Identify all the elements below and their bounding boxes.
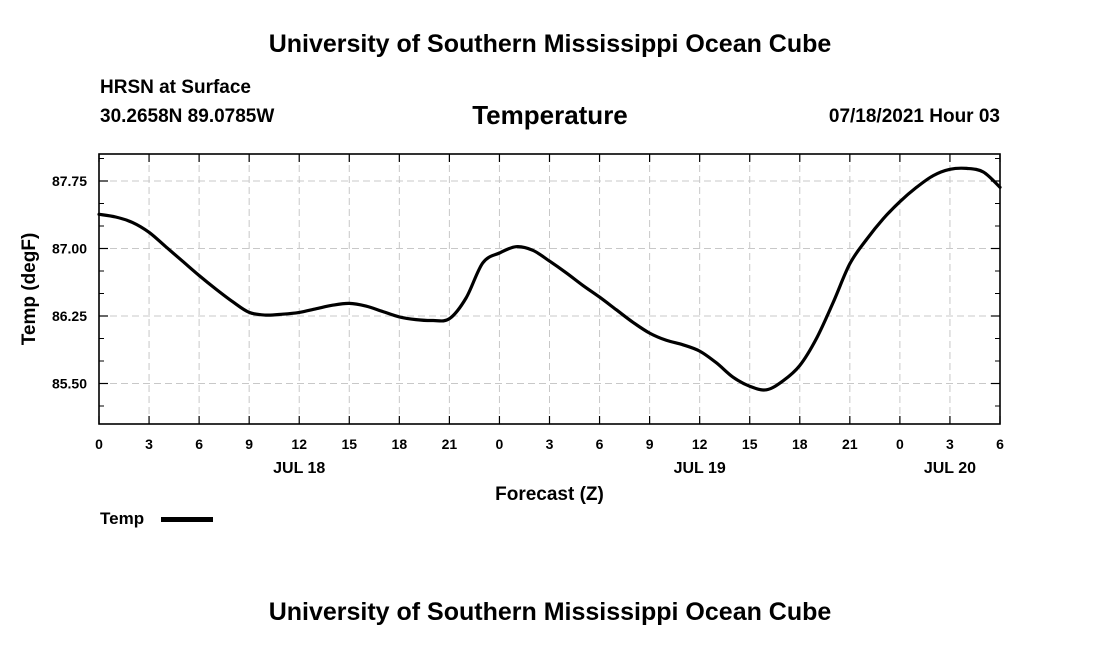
x-tick-label: 0 [95, 436, 103, 452]
y-tick-label: 86.25 [52, 308, 87, 324]
x-tick-label: 21 [842, 436, 858, 452]
x-tick-label: 0 [496, 436, 504, 452]
x-tick-label: 3 [546, 436, 554, 452]
x-axis-title: Forecast (Z) [495, 484, 604, 505]
variable-title: Temperature [472, 100, 628, 130]
x-tick-label: 18 [392, 436, 408, 452]
y-tick-label: 85.50 [52, 376, 87, 392]
station-label: HRSN at Surface [100, 77, 251, 98]
x-day-label: JUL 18 [273, 460, 325, 477]
x-day-label: JUL 19 [674, 460, 726, 477]
x-tick-label: 0 [896, 436, 904, 452]
x-tick-label: 12 [692, 436, 708, 452]
x-tick-label: 15 [742, 436, 758, 452]
x-tick-label: 3 [145, 436, 153, 452]
x-tick-label: 6 [195, 436, 203, 452]
x-tick-label: 21 [442, 436, 458, 452]
x-tick-label: 9 [245, 436, 253, 452]
x-tick-label: 12 [291, 436, 307, 452]
chart-footer-title: University of Southern Mississippi Ocean… [268, 598, 832, 626]
plot-frame [98, 153, 1001, 425]
x-day-label: JUL 20 [924, 460, 976, 477]
y-axis-title: Temp (degF) [19, 233, 40, 346]
x-tick-label: 15 [341, 436, 357, 452]
x-tick-label: 9 [646, 436, 654, 452]
station-coordinates: 30.2658N 89.0785W [100, 106, 275, 127]
legend-label: Temp [100, 509, 145, 528]
x-tick-label: 3 [946, 436, 954, 452]
temp-series-line [97, 166, 1002, 392]
y-tick-label: 87.75 [52, 173, 87, 189]
chart-header-title: University of Southern Mississippi Ocean… [268, 30, 832, 58]
x-tick-label: 18 [792, 436, 808, 452]
x-tick-label: 6 [596, 436, 604, 452]
legend-line-swatch [161, 517, 213, 522]
y-tick-label: 87.00 [52, 241, 87, 257]
x-tick-label: 6 [996, 436, 1004, 452]
forecast-datetime: 07/18/2021 Hour 03 [828, 106, 1000, 127]
